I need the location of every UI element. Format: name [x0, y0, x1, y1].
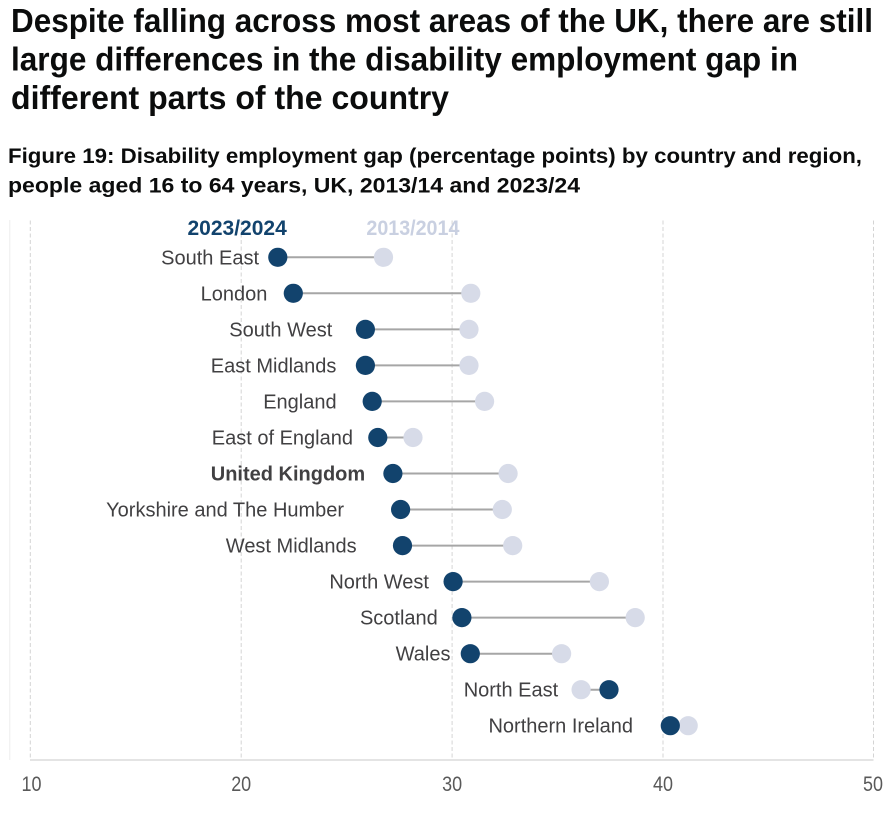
svg-text:10: 10 [22, 772, 42, 796]
svg-text:United Kingdom: United Kingdom [211, 464, 365, 486]
svg-text:Wales: Wales [396, 644, 451, 666]
svg-text:20: 20 [231, 772, 251, 796]
svg-text:North East: North East [464, 680, 559, 702]
svg-text:30: 30 [442, 772, 462, 796]
svg-text:London: London [201, 283, 268, 305]
svg-text:large differences in the disab: large differences in the disability empl… [11, 41, 798, 78]
svg-text:South West: South West [229, 319, 332, 341]
svg-text:2023/2024: 2023/2024 [188, 217, 288, 240]
svg-text:South East: South East [161, 247, 259, 269]
svg-text:2013/2014: 2013/2014 [366, 217, 459, 240]
svg-text:East Midlands: East Midlands [211, 355, 337, 377]
svg-text:England: England [263, 391, 336, 413]
svg-text:North West: North West [329, 572, 429, 594]
svg-text:Despite falling across most ar: Despite falling across most areas of the… [11, 2, 873, 39]
svg-text:Scotland: Scotland [360, 608, 438, 630]
svg-text:East of England: East of England [212, 428, 353, 450]
svg-text:Figure 19: Disability employme: Figure 19: Disability employment gap (pe… [8, 145, 862, 168]
svg-text:West Midlands: West Midlands [226, 536, 357, 558]
svg-text:Yorkshire and The Humber: Yorkshire and The Humber [106, 500, 344, 522]
svg-text:50: 50 [863, 772, 883, 796]
svg-text:Northern Ireland: Northern Ireland [488, 716, 633, 738]
svg-text:people aged 16 to 64 years, UK: people aged 16 to 64 years, UK, 2013/14 … [8, 174, 580, 197]
svg-text:different parts of the country: different parts of the country [11, 79, 450, 116]
svg-text:40: 40 [653, 772, 673, 796]
